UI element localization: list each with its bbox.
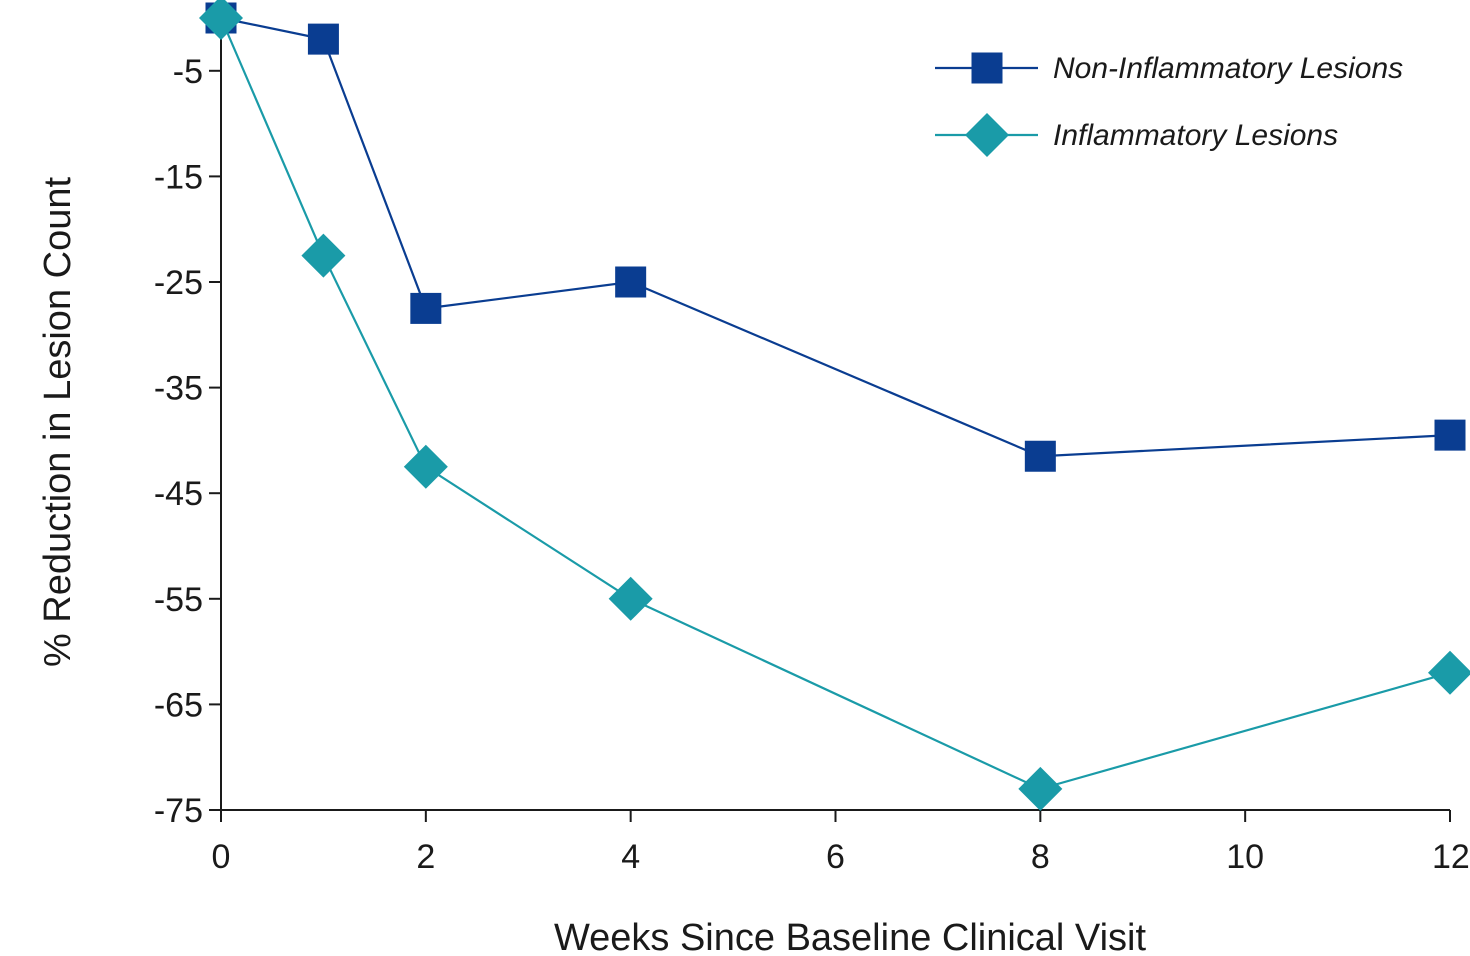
legend-item: Non-Inflammatory Lesions xyxy=(935,52,1403,85)
data-point xyxy=(307,23,339,55)
legend-label: Non-Inflammatory Lesions xyxy=(1053,52,1403,85)
series-inflammatory xyxy=(199,0,1470,811)
data-point xyxy=(608,576,653,621)
legend-item: Inflammatory Lesions xyxy=(935,113,1338,157)
y-tick-label: -45 xyxy=(154,475,203,513)
data-point xyxy=(1018,766,1063,811)
y-tick-label: -35 xyxy=(154,370,203,408)
y-tick-label: -55 xyxy=(154,581,203,619)
y-ticks: -5 -15 -25 -35 -45 -55 -65 -75 xyxy=(154,53,221,830)
legend-marker xyxy=(965,113,1009,157)
data-point xyxy=(403,444,448,489)
legend-label: Inflammatory Lesions xyxy=(1053,119,1338,152)
data-point xyxy=(1434,419,1466,451)
data-point xyxy=(410,292,442,324)
y-tick-label: -5 xyxy=(173,53,203,91)
data-point xyxy=(1024,440,1056,472)
data-point xyxy=(199,0,243,40)
x-tick-label: 4 xyxy=(621,838,640,876)
y-axis-title: % Reduction in Lesion Count xyxy=(37,177,79,668)
x-axis-title: Weeks Since Baseline Clinical Visit xyxy=(554,917,1147,956)
x-ticks: 0 2 4 6 8 10 12 xyxy=(212,810,1470,876)
series-layer xyxy=(199,0,1470,811)
y-tick-label: -15 xyxy=(154,158,203,196)
data-point xyxy=(301,233,346,278)
x-tick-label: 12 xyxy=(1432,838,1470,876)
y-tick-label: -65 xyxy=(154,686,203,724)
x-tick-label: 10 xyxy=(1226,838,1264,876)
data-point xyxy=(615,266,647,298)
x-tick-label: 0 xyxy=(212,838,231,876)
legend-marker xyxy=(971,52,1003,84)
series-non-inflammatory xyxy=(205,2,1466,472)
y-tick-label: -25 xyxy=(154,264,203,302)
x-tick-label: 6 xyxy=(826,838,845,876)
x-tick-label: 8 xyxy=(1031,838,1050,876)
series-line xyxy=(219,17,1451,791)
x-tick-label: 2 xyxy=(416,838,435,876)
series-line xyxy=(220,16,1451,458)
data-point xyxy=(1428,650,1470,695)
legend: Non-Inflammatory Lesions Inflammatory Les… xyxy=(935,52,1403,157)
y-tick-label: -75 xyxy=(154,792,203,830)
